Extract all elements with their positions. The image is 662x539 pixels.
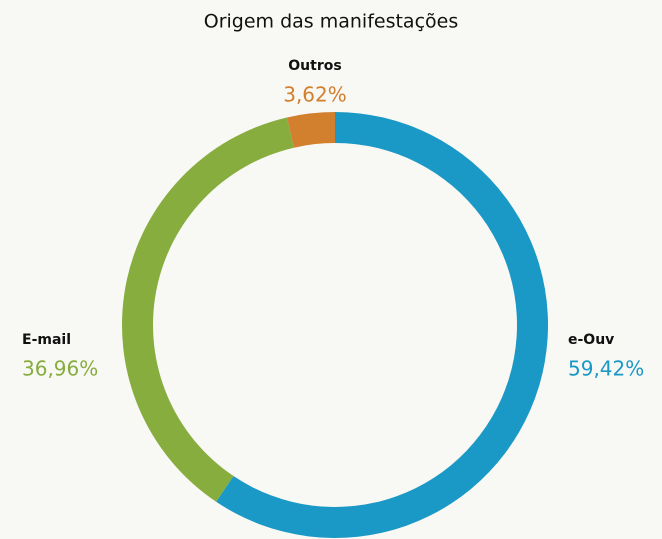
slice-name: e-Ouv <box>568 332 614 348</box>
chart-title: Origem das manifestações <box>204 11 459 33</box>
slice-name: Outros <box>288 58 341 74</box>
slice-name: E-mail <box>22 332 71 348</box>
slice-value-label: 3,62% <box>283 83 347 107</box>
slice-value-label: 36,96% <box>22 357 98 381</box>
donut-slice <box>216 112 548 538</box>
donut-slice <box>286 112 335 148</box>
slice-value-label: 59,42% <box>568 357 644 381</box>
donut-slice <box>121 117 294 502</box>
